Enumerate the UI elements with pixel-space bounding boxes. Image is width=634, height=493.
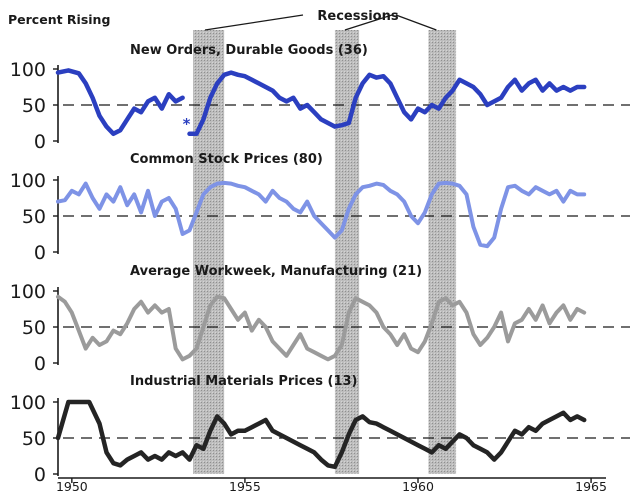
y-tick-label-panel-1-100: 100 xyxy=(10,59,46,81)
annotation-leader-1 xyxy=(204,14,304,31)
y-tick-label-panel-4-100: 100 xyxy=(10,392,46,414)
series-line-panel-1-seg-2 xyxy=(187,70,587,137)
panel-title-workweek: Average Workweek, Manufacturing (21) xyxy=(130,264,422,279)
y-tick-label-panel-3-0: 0 xyxy=(34,353,46,375)
x-tick-label-1955: 1955 xyxy=(229,479,261,493)
series-line-panel-1-seg-1 xyxy=(55,68,185,137)
series-line-panel-2-seg-1 xyxy=(56,180,587,249)
y-tick-label-panel-2-0: 0 xyxy=(34,242,46,264)
y-tick-label-panel-3-100: 100 xyxy=(10,281,46,303)
recessions-annotation: Recessions xyxy=(317,9,398,24)
recession-bands xyxy=(193,30,457,474)
axes xyxy=(53,65,606,483)
y-axis-label: Percent Rising xyxy=(8,12,110,27)
series-line-panel-3-seg-1 xyxy=(56,294,587,362)
y-tick-label-panel-2-50: 50 xyxy=(22,206,46,228)
recession-band-3 xyxy=(428,30,457,474)
footnote-mark: * xyxy=(183,115,191,133)
panel-title-new-orders: New Orders, Durable Goods (36) xyxy=(130,43,368,58)
y-tick-label-panel-4-50: 50 xyxy=(22,428,46,450)
x-tick-label-1950: 1950 xyxy=(56,479,88,493)
y-tick-label-panel-4-0: 0 xyxy=(34,464,46,486)
y-tick-label-panel-1-50: 50 xyxy=(22,95,46,117)
y-tick-label-panel-1-0: 0 xyxy=(34,131,46,153)
y-tick-label-panel-2-100: 100 xyxy=(10,170,46,192)
annotation-leader-2 xyxy=(344,14,393,31)
series-line-panel-4-seg-1 xyxy=(55,399,587,470)
series-lines xyxy=(55,68,587,470)
annotation-leader-3 xyxy=(395,14,437,31)
x-tick-label-1965: 1965 xyxy=(575,479,607,493)
panel-title-stock-prices: Common Stock Prices (80) xyxy=(130,152,323,167)
chart-labels: Percent Rising Recessions New Orders, Du… xyxy=(8,9,607,493)
x-tick-label-1960: 1960 xyxy=(402,479,434,493)
y-tick-label-panel-3-50: 50 xyxy=(22,317,46,339)
panel-title-materials-prices: Industrial Materials Prices (13) xyxy=(130,374,357,389)
